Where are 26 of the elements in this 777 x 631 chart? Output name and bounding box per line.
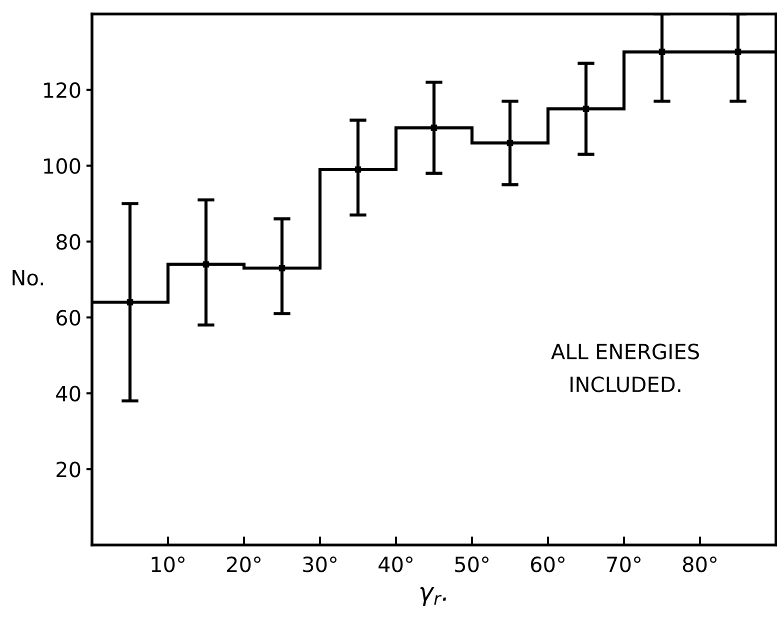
x-tick-label: 40° (378, 556, 412, 572)
x-tick-label: 80° (682, 556, 716, 572)
y-tick-label: 80 (56, 234, 80, 250)
point (202, 261, 210, 268)
annotation: ALL ENERGIES INCLUDED. (551, 344, 699, 392)
point (506, 140, 514, 146)
y-axis-title: No. (12, 270, 43, 286)
point (126, 299, 134, 306)
point (354, 166, 362, 173)
x-tick-label: 10° (152, 556, 184, 572)
x-tick-label: 60° (530, 556, 564, 572)
x-tick-label: 70° (607, 556, 640, 572)
x-axis-title: γ$_{r}$. (420, 587, 446, 606)
y-tick-label: 40 (56, 386, 80, 402)
y-tick-label: 120 (44, 82, 80, 98)
x-tick-label: 30° (303, 556, 336, 572)
point (430, 124, 438, 131)
point (582, 106, 590, 112)
y-tick-label: 100 (44, 158, 80, 174)
x-tick-label: 20° (227, 556, 260, 572)
point (734, 48, 742, 56)
y-tick-label: 20 (56, 462, 80, 478)
point (278, 264, 286, 272)
point (658, 48, 666, 56)
x-tick-label: 50° (455, 556, 488, 572)
y-tick-label: 60 (56, 310, 80, 326)
